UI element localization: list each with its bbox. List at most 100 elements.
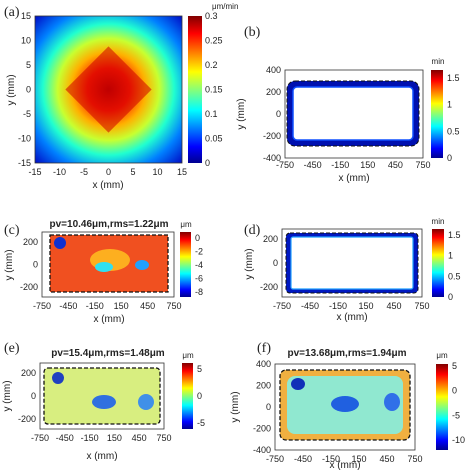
colorbar-tick-label: 1.5 (448, 230, 461, 240)
x-axis-label: x (mm) (93, 314, 124, 325)
x-tick-label: 450 (388, 160, 403, 170)
colorbar-ticks: 5 0 -5 -10 (452, 361, 465, 445)
heatmap-feature (95, 262, 113, 272)
colorbar (180, 232, 191, 297)
colorbar (182, 363, 193, 429)
x-tick-label: 150 (351, 454, 366, 464)
plot-title: pv=13.68μm,rms=1.94μm (288, 348, 407, 359)
colorbar-tick-label: 1 (447, 100, 452, 110)
x-tick-label: -10 (53, 167, 66, 177)
y-tick-label: -10 (18, 134, 31, 144)
y-tick-label: -200 (263, 131, 281, 141)
plot-frame (281, 228, 423, 298)
y-tick-label: -200 (260, 282, 278, 292)
x-tick-label: 150 (107, 433, 122, 443)
x-tick-label: 0 (106, 167, 111, 177)
colorbar-tick-label: -2 (195, 247, 203, 257)
colorbar (431, 70, 443, 158)
colorbar-unit: min (432, 217, 445, 226)
x-axis-ticks: -750 -450 -150 150 450 750 (273, 301, 430, 311)
x-tick-label: -750 (33, 301, 51, 311)
y-tick-label: 200 (266, 87, 281, 97)
y-tick-label: -200 (18, 414, 36, 424)
x-tick-label: -450 (301, 301, 319, 311)
boundary-outline (49, 234, 169, 293)
y-tick-label: 400 (266, 65, 281, 75)
x-tick-label: -750 (276, 160, 294, 170)
boundary-outline (43, 367, 161, 425)
x-tick-label: -15 (28, 167, 41, 177)
panel-label: (c) (4, 223, 20, 238)
y-tick-label: 10 (21, 36, 31, 46)
panel-f: (f) pv=13.68μm,rms=1.94μm -750 -450 -150 15… (230, 341, 465, 471)
panel-d: (d) -750 -450 -150 150 450 750 200 0 -200 x (mm… (244, 217, 461, 323)
heatmap-feature (135, 260, 149, 270)
y-tick-label: 0 (273, 258, 278, 268)
colorbar (188, 16, 202, 163)
y-axis-ticks: 15 10 5 0 -5 -10 -15 (18, 11, 31, 168)
colorbar-tick-label: -4 (195, 260, 203, 270)
x-tick-label: -750 (266, 454, 284, 464)
boundary-outline (279, 369, 411, 441)
colorbar-ticks: 1.5 1 0.5 0 (448, 230, 461, 302)
x-tick-label: -150 (322, 454, 340, 464)
unmachined-area (292, 86, 414, 141)
colorbar-tick-label: 0.3 (205, 11, 218, 21)
y-axis-ticks: 400 200 0 -200 -400 (253, 359, 271, 455)
x-tick-label: 150 (358, 301, 373, 311)
x-tick-label: -150 (81, 433, 99, 443)
plot-frame (34, 15, 183, 164)
x-axis-label: x (mm) (86, 451, 117, 462)
y-tick-label: 200 (21, 368, 36, 378)
panel-label: (e) (4, 341, 20, 356)
x-axis-ticks: -750 -450 -150 150 450 750 (266, 454, 423, 464)
heatmap-feature (331, 396, 359, 412)
x-tick-label: 750 (415, 160, 430, 170)
x-axis-label: x (mm) (336, 312, 367, 323)
y-tick-label: 400 (256, 359, 271, 369)
panel-label: (a) (4, 5, 20, 20)
colorbar-tick-label: 0 (195, 233, 200, 243)
x-tick-label: -150 (331, 160, 349, 170)
x-axis-ticks: -750 -450 -150 150 450 750 (31, 433, 172, 443)
colorbar-unit: min (432, 57, 445, 66)
boundary-outline (286, 80, 420, 147)
colorbar-tick-label: 0.5 (448, 271, 461, 281)
x-tick-label: 15 (177, 167, 187, 177)
colorbar-tick-label: 0.5 (447, 126, 460, 136)
colorbar-tick-label: 0.2 (205, 60, 218, 70)
y-axis-ticks: 400 200 0 -200 -400 (263, 65, 281, 163)
x-axis-ticks: -750 -450 -150 150 450 750 (33, 301, 182, 311)
colorbar (432, 229, 444, 297)
x-tick-label: -5 (80, 167, 88, 177)
colorbar-tick-label: 0 (448, 292, 453, 302)
heatmap-peak (65, 46, 152, 133)
x-tick-label: 750 (166, 301, 181, 311)
colorbar-tick-label: 0.15 (205, 85, 223, 95)
y-tick-label: -5 (23, 109, 31, 119)
heatmap-feature (52, 372, 64, 384)
y-tick-label: 15 (21, 11, 31, 21)
x-tick-label: 10 (152, 167, 162, 177)
x-tick-label: -450 (294, 454, 312, 464)
panel-label: (f) (257, 341, 271, 356)
colorbar-tick-label: -5 (197, 418, 205, 428)
x-tick-label: 150 (114, 301, 129, 311)
colorbar-tick-label: 0 (452, 386, 457, 396)
y-tick-label: 200 (263, 234, 278, 244)
x-axis-label: x (mm) (338, 173, 369, 184)
y-axis-ticks: 200 0 -200 (260, 234, 278, 292)
x-tick-label: 150 (360, 160, 375, 170)
panel-label: (d) (244, 223, 261, 238)
y-axis-label: y (mm) (6, 74, 17, 105)
x-tick-label: -150 (86, 301, 104, 311)
y-tick-label: 0 (33, 260, 38, 270)
y-tick-label: -400 (263, 153, 281, 163)
x-tick-label: 450 (379, 454, 394, 464)
y-tick-label: -15 (18, 158, 31, 168)
heatmap-feature (384, 393, 400, 411)
boundary-outline (285, 232, 419, 294)
panel-b: (b) -750 -450 -150 150 450 750 400 200 0 -200 -40… (236, 25, 460, 184)
colorbar-ticks: 0 -2 -4 -6 -8 (195, 233, 203, 297)
colorbar-ticks: 0.3 0.25 0.2 0.15 0.1 0.05 0 (205, 11, 223, 168)
